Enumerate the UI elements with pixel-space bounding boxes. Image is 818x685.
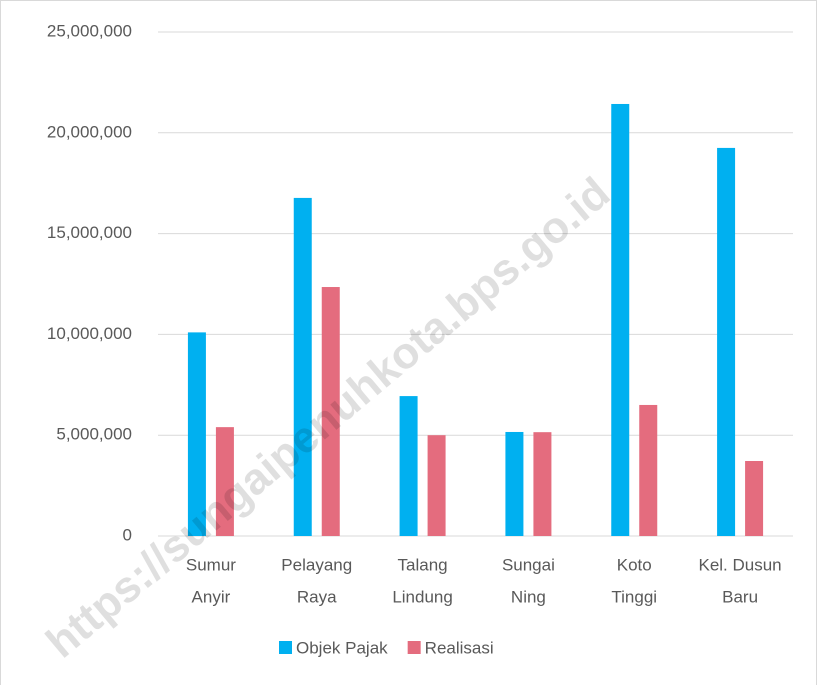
- x-tick-label: Sungai: [502, 555, 555, 574]
- bar: [717, 147, 736, 537]
- bar: [399, 396, 418, 536]
- legend-swatch: [279, 641, 292, 654]
- bar: [533, 432, 552, 536]
- y-tick-label: 0: [123, 525, 132, 544]
- x-tick-label: Sumur: [186, 555, 236, 574]
- legend-label: Realisasi: [425, 638, 494, 657]
- y-tick-label: 5,000,000: [56, 425, 132, 444]
- x-tick-label: Baru: [722, 587, 758, 606]
- bar: [505, 431, 524, 536]
- x-tick-label: Raya: [297, 587, 337, 606]
- y-tick-label: 20,000,000: [47, 122, 132, 141]
- bar: [321, 287, 340, 536]
- x-tick-label: Ning: [511, 587, 546, 606]
- bar: [427, 435, 446, 536]
- x-tick-label: Tinggi: [611, 587, 657, 606]
- x-tick-label: Pelayang: [281, 555, 352, 574]
- x-tick-label: Talang: [398, 555, 448, 574]
- legend-swatch: [407, 641, 421, 654]
- x-tick-label: Anyir: [192, 587, 231, 606]
- x-tick-label: Koto: [617, 555, 652, 574]
- legend-label: Objek Pajak: [296, 638, 388, 657]
- bar: [639, 404, 658, 536]
- bar: [215, 427, 234, 536]
- bar: [293, 197, 312, 536]
- x-tick-label: Lindung: [392, 587, 453, 606]
- bar: [745, 461, 764, 536]
- y-tick-label: 15,000,000: [47, 223, 132, 242]
- bar: [187, 332, 206, 536]
- bar: [611, 103, 630, 537]
- x-tick-label: Kel. Dusun: [698, 555, 781, 574]
- y-tick-label: 25,000,000: [47, 21, 132, 40]
- y-tick-label: 10,000,000: [47, 324, 132, 343]
